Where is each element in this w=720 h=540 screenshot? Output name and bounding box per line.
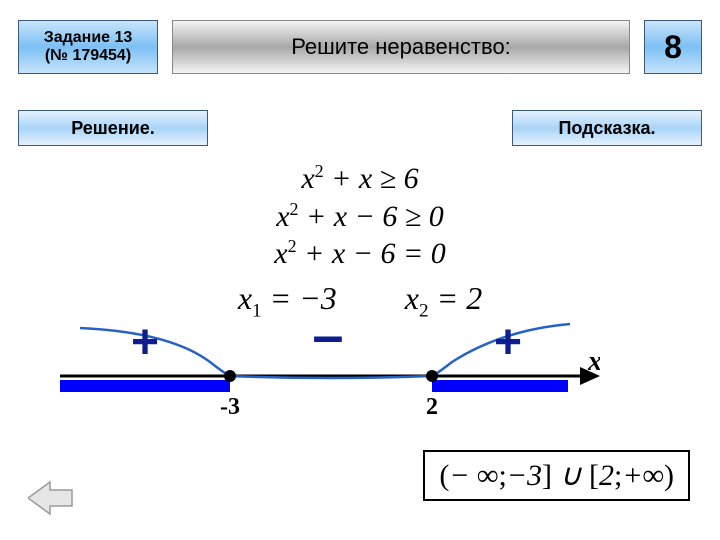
svg-text:+: + [494,320,522,369]
prompt-text: Решите неравенство: [291,34,511,60]
prompt-bar: Решите неравенство: [172,20,630,74]
svg-text:-3: -3 [220,394,240,420]
hint-label: Подсказка. [558,118,655,139]
score-value: 8 [664,29,682,66]
equation-line-1: x2 + x ≥ 6 [0,160,720,198]
equation-block: x2 + x ≥ 6 x2 + x − 6 ≥ 0 x2 + x − 6 = 0 [0,160,720,273]
number-line: -3 2 + – + x [60,320,600,430]
task-line1: Задание 13 [44,29,133,47]
back-arrow-icon [28,480,74,516]
svg-text:–: – [312,320,343,366]
back-button[interactable] [28,480,74,516]
svg-text:+: + [131,320,159,369]
root-2: x2 = 2 [405,280,482,316]
solution-button[interactable]: Решение. [18,110,208,146]
score-box: 8 [644,20,702,74]
solution-label: Решение. [71,118,155,139]
task-badge: Задание 13 (№ 179454) [18,20,158,74]
equation-line-3: x2 + x − 6 = 0 [0,235,720,273]
equation-line-2: x2 + x − 6 ≥ 0 [0,198,720,236]
svg-text:2: 2 [426,394,438,420]
svg-text:x: x [587,346,600,377]
header: Задание 13 (№ 179454) Решите неравенство… [18,20,702,74]
root-1: x1 = −3 [238,280,337,316]
answer-text: (− ∞;−3] ∪ [2;+∞) [439,459,674,492]
roots-block: x1 = −3 x2 = 2 [0,280,720,322]
answer-box: (− ∞;−3] ∪ [2;+∞) [423,450,690,501]
task-line2: (№ 179454) [45,47,131,65]
hint-button[interactable]: Подсказка. [512,110,702,146]
